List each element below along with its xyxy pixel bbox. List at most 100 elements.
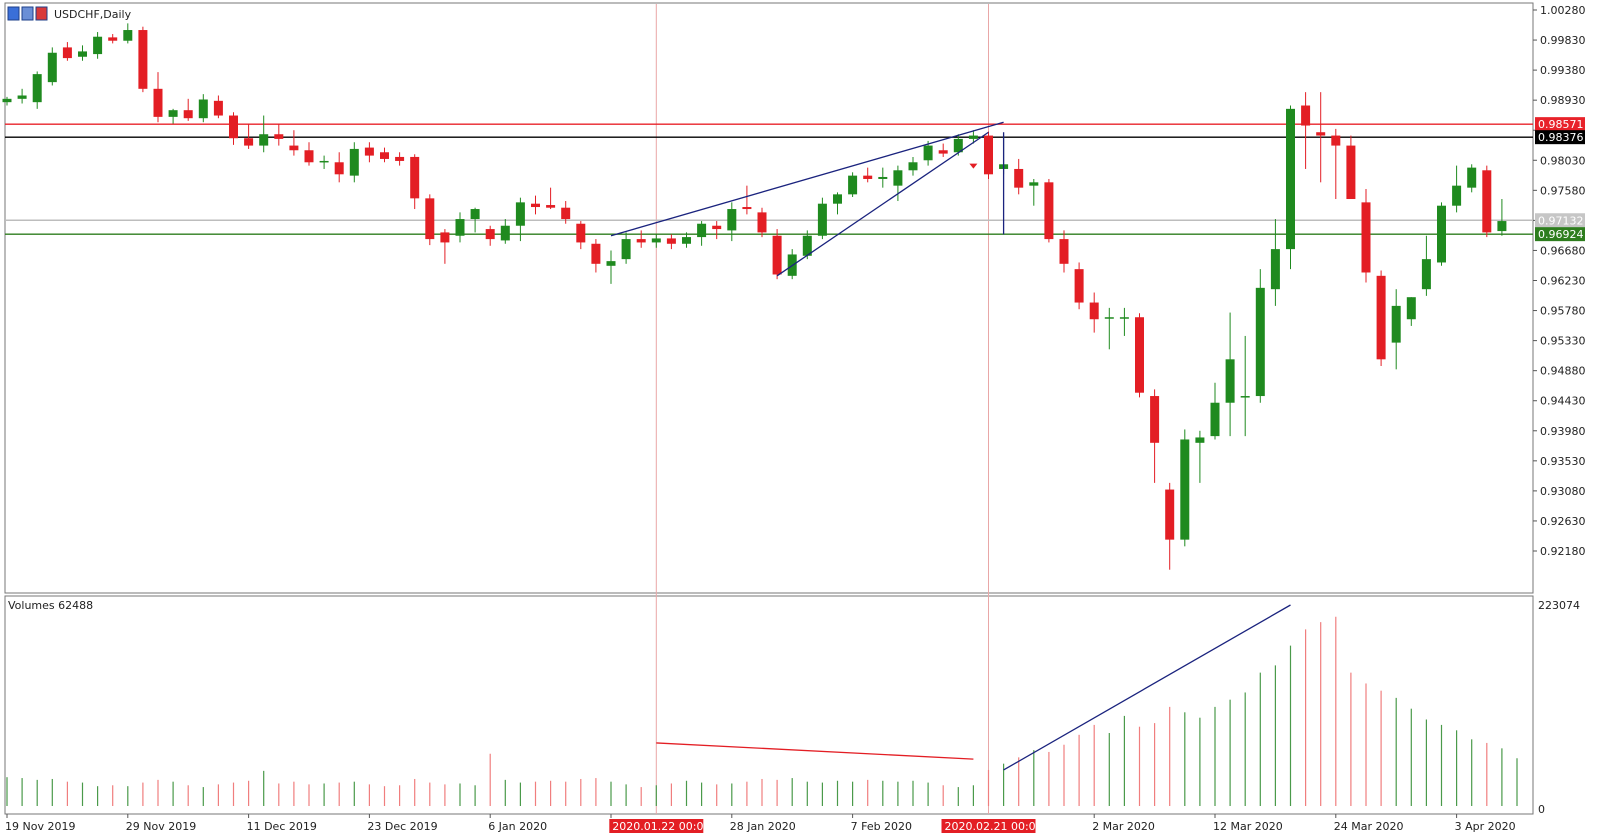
- candle-body: [1210, 402, 1220, 437]
- candle-body: [138, 30, 148, 89]
- level-label-badge: [1535, 130, 1585, 145]
- price-tick-label: 0.97580: [1540, 184, 1586, 197]
- candle-body: [229, 115, 238, 139]
- time-tick-label: 23 Dec 2019: [367, 820, 437, 833]
- candle: [470, 207, 480, 233]
- candle: [1210, 382, 1220, 440]
- candle-body: [1482, 170, 1492, 233]
- candle: [666, 234, 676, 250]
- candle-body: [1346, 145, 1356, 200]
- candle-body: [606, 261, 616, 266]
- candle-body: [923, 145, 933, 161]
- candle: [1361, 188, 1371, 283]
- candle-body: [1150, 396, 1160, 443]
- candle: [878, 167, 888, 188]
- candle-body: [93, 36, 103, 55]
- candle-body: [1421, 259, 1431, 290]
- candle-body: [561, 207, 571, 220]
- candle-body: [153, 88, 163, 117]
- candle: [1074, 262, 1084, 310]
- candle: [1406, 297, 1416, 326]
- volume-trend-line: [656, 742, 974, 760]
- candle: [1467, 164, 1477, 193]
- candle-body: [213, 100, 223, 116]
- candle-body: [1467, 167, 1477, 188]
- candle: [229, 112, 238, 145]
- candle: [1089, 292, 1099, 333]
- candle: [1421, 235, 1431, 296]
- candle-body: [938, 150, 948, 154]
- candle-body: [1195, 437, 1205, 443]
- candle-body: [1119, 317, 1129, 319]
- price-tick-label: 0.92630: [1540, 515, 1586, 528]
- candle: [531, 195, 540, 215]
- candle: [651, 234, 661, 248]
- candle-body: [17, 95, 27, 99]
- candle: [1255, 269, 1265, 403]
- price-tick-label: 0.99380: [1540, 64, 1586, 77]
- candle-body: [1391, 305, 1401, 343]
- candle: [198, 94, 208, 123]
- candle: [621, 232, 631, 264]
- volume-panel-title: Volumes 62488: [8, 599, 93, 612]
- time-marker-badge: [941, 819, 1036, 833]
- candle-body: [802, 235, 812, 256]
- time-tick-label: 7 Feb 2020: [851, 820, 912, 833]
- candle-body: [576, 223, 586, 243]
- time-tick-label: 12 Mar 2020: [1213, 820, 1283, 833]
- candle-body: [62, 47, 72, 59]
- candle-body: [198, 99, 208, 119]
- candle: [455, 212, 465, 243]
- candle-body: [1029, 182, 1039, 186]
- candle: [153, 72, 163, 123]
- candle: [1165, 482, 1175, 570]
- candle-body: [1331, 135, 1341, 146]
- candles: [2, 23, 1507, 570]
- candle-body: [47, 52, 57, 83]
- level-label-text: 0.98376: [1538, 131, 1584, 144]
- candle-body: [1074, 269, 1084, 303]
- candle-body: [651, 238, 661, 243]
- level-label-badge: [1535, 213, 1585, 228]
- price-tick-label: 0.95330: [1540, 335, 1586, 348]
- candle-body: [848, 175, 858, 195]
- price-tick-label: 0.93980: [1540, 425, 1586, 438]
- candle-body: [183, 110, 193, 119]
- candle-body: [772, 235, 782, 275]
- candle: [727, 202, 737, 242]
- candle: [546, 187, 556, 210]
- candle: [1270, 219, 1280, 306]
- candle: [1135, 313, 1144, 398]
- candle-body: [1089, 302, 1099, 320]
- candle: [802, 230, 812, 260]
- candle: [410, 154, 420, 210]
- candle: [425, 194, 435, 246]
- candle-body: [304, 150, 314, 163]
- candle-body: [425, 198, 435, 240]
- time-tick-label: 6 Jan 2020: [488, 820, 547, 833]
- price-tick-label: 1.00280: [1540, 4, 1586, 17]
- price-tick-label: 0.99830: [1540, 34, 1586, 47]
- candle: [500, 219, 510, 244]
- candle: [1301, 92, 1311, 169]
- candle: [244, 123, 254, 149]
- candle: [968, 130, 978, 144]
- candle: [93, 32, 103, 59]
- candle-body: [1165, 489, 1175, 540]
- price-tick-label: 0.96230: [1540, 275, 1586, 288]
- candle: [1346, 135, 1356, 200]
- trend-line: [776, 131, 989, 277]
- candle: [304, 142, 314, 166]
- price-axis: 1.002800.998300.993800.989300.984800.980…: [1533, 4, 1586, 558]
- candle-body: [1497, 221, 1507, 232]
- candle-body: [440, 232, 450, 243]
- candle: [576, 221, 586, 250]
- volume-zero-label: 0: [1538, 803, 1545, 816]
- candle-body: [1270, 249, 1280, 290]
- candle: [515, 197, 525, 242]
- candle: [123, 23, 133, 44]
- candle: [908, 156, 918, 176]
